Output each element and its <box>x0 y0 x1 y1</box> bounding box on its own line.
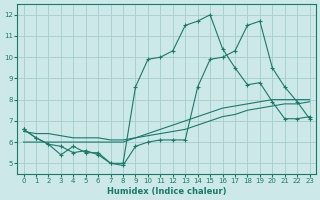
X-axis label: Humidex (Indice chaleur): Humidex (Indice chaleur) <box>107 187 226 196</box>
